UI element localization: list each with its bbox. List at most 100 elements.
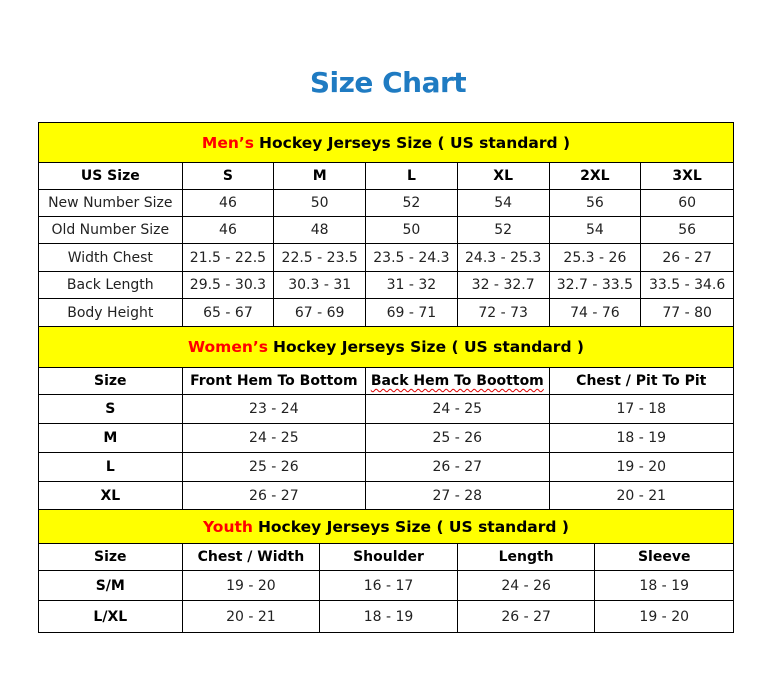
table-cell: 50 [274,190,367,216]
table-cell: 19 - 20 [616,459,667,475]
column-header: Sleeve [637,549,691,565]
table-cell: Width Chest [39,244,183,271]
table-cell: 48 [274,217,367,243]
table-cell: 69 - 71 [366,299,458,326]
table-cell: 77 - 80 [662,304,712,321]
table-cell: 20 - 21 [183,601,321,632]
table-cell: 16 - 17 [320,571,458,600]
mens-table-row: Old Number Size 46 48 50 52 54 56 [39,217,733,244]
table-cell: 18 - 19 [320,601,458,632]
table-cell: 26 - 27 [183,482,367,509]
womens-table-row: M 24 - 25 25 - 26 18 - 19 [39,424,733,453]
youth-table-row: L/XL 20 - 21 18 - 19 26 - 27 19 - 20 [39,601,733,632]
mens-title-accent: Men’s [201,133,255,152]
column-header: Size [39,368,183,394]
mens-table-row: Back Length 29.5 - 30.3 30.3 - 31 31 - 32 32… [39,272,733,299]
youth-section-title: Youth Hockey Jerseys Size ( US standard ) [39,510,733,544]
mens-title-text: Hockey Jerseys Size ( US standard ) [259,133,571,152]
column-header: L [366,163,458,189]
mens-header-row: US Size S M L XL 2XL 3XL [39,163,733,190]
column-header: Size [39,544,183,570]
table-cell: 72 - 73 [458,299,550,326]
table-cell: 21.5 - 22.5 [183,244,275,271]
table-cell: 29.5 - 30.3 [183,272,275,298]
table-cell: 25.3 - 26 [550,244,642,271]
table-cell: 31 - 32 [366,272,458,298]
table-cell: 54 [550,217,642,243]
column-header: US Size [39,163,183,189]
table-cell: 26 - 27 [458,601,596,632]
column-header: XL [458,163,550,189]
table-cell: Body Height [39,299,183,326]
womens-table-row: XL 26 - 27 27 - 28 20 - 21 [39,482,733,510]
column-header: Chest / Pit To Pit [576,373,707,389]
table-cell: 23.5 - 24.3 [366,244,458,271]
table-cell: L [39,453,183,481]
column-header: M [274,163,367,189]
page-title: Size Chart [309,66,467,99]
column-header: Chest / Width [183,544,321,570]
column-header: Length [458,544,596,570]
table-cell: L/XL [39,601,183,632]
column-header: Shoulder [320,544,458,570]
mens-section-title: Men’s Hockey Jerseys Size ( US standard ) [39,123,733,163]
mens-table-row: New Number Size 46 50 52 54 56 60 [39,190,733,217]
table-cell: 25 - 26 [366,424,550,452]
table-cell: 27 - 28 [366,482,550,509]
column-header: 3XL [672,168,702,184]
table-cell: Old Number Size [39,217,183,243]
table-cell: 26 - 27 [366,453,550,481]
table-cell: 46 [183,217,275,243]
column-header: S [183,163,275,189]
table-cell: 18 - 19 [639,577,690,594]
column-header: 2XL [550,163,642,189]
table-cell: 30.3 - 31 [274,272,367,298]
table-cell: 52 [458,217,550,243]
table-cell: XL [39,482,183,509]
table-cell: 19 - 20 [639,608,690,625]
table-cell: 18 - 19 [616,430,667,446]
table-cell: M [39,424,183,452]
table-cell: 54 [458,190,550,216]
table-cell: 24 - 26 [458,571,596,600]
table-cell: 60 [678,195,697,211]
table-cell: 22.5 - 23.5 [274,244,367,271]
size-chart-table: Men’s Hockey Jerseys Size ( US standard )… [38,122,734,633]
mens-table-row: Body Height 65 - 67 67 - 69 69 - 71 72 - 73 7… [39,299,733,327]
table-cell: 24 - 25 [366,395,550,423]
table-cell: S [39,395,183,423]
womens-table-row: S 23 - 24 24 - 25 17 - 18 [39,395,733,424]
table-cell: 32 - 32.7 [458,272,550,298]
youth-title-accent: Youth [203,517,253,536]
womens-header-row: Size Front Hem To Bottom Back Hem To Boott… [39,368,733,395]
table-cell: 23 - 24 [183,395,367,423]
table-cell: 24 - 25 [183,424,367,452]
table-cell: S/M [39,571,183,600]
table-cell: 32.7 - 33.5 [550,272,642,298]
column-header: Front Hem To Bottom [183,368,367,394]
womens-title-accent: Women’s [187,338,268,356]
table-cell: 24.3 - 25.3 [458,244,550,271]
table-cell: 56 [678,222,697,238]
table-cell: Back Length [39,272,183,298]
table-cell: 33.5 - 34.6 [648,277,726,293]
womens-title-text: Hockey Jerseys Size ( US standard ) [272,338,585,356]
table-cell: 26 - 27 [662,249,712,266]
youth-header-row: Size Chest / Width Shoulder Length Sleeve [39,544,733,571]
table-cell: 19 - 20 [183,571,321,600]
table-cell: 25 - 26 [183,453,367,481]
table-cell: 65 - 67 [183,299,275,326]
womens-section-title: Women’s Hockey Jerseys Size ( US standard… [39,327,733,368]
column-header: Back Hem To Boottom [366,368,550,394]
table-cell: New Number Size [39,190,183,216]
youth-title-text: Hockey Jerseys Size ( US standard ) [257,517,569,536]
mens-table-row: Width Chest 21.5 - 22.5 22.5 - 23.5 23.5 - … [39,244,733,272]
table-cell: 74 - 76 [550,299,642,326]
table-cell: 52 [366,190,458,216]
youth-table-row: S/M 19 - 20 16 - 17 24 - 26 18 - 19 [39,571,733,601]
table-cell: 67 - 69 [274,299,367,326]
table-cell: 50 [366,217,458,243]
table-cell: 20 - 21 [616,487,667,504]
womens-table-row: L 25 - 26 26 - 27 19 - 20 [39,453,733,482]
table-cell: 46 [183,190,275,216]
